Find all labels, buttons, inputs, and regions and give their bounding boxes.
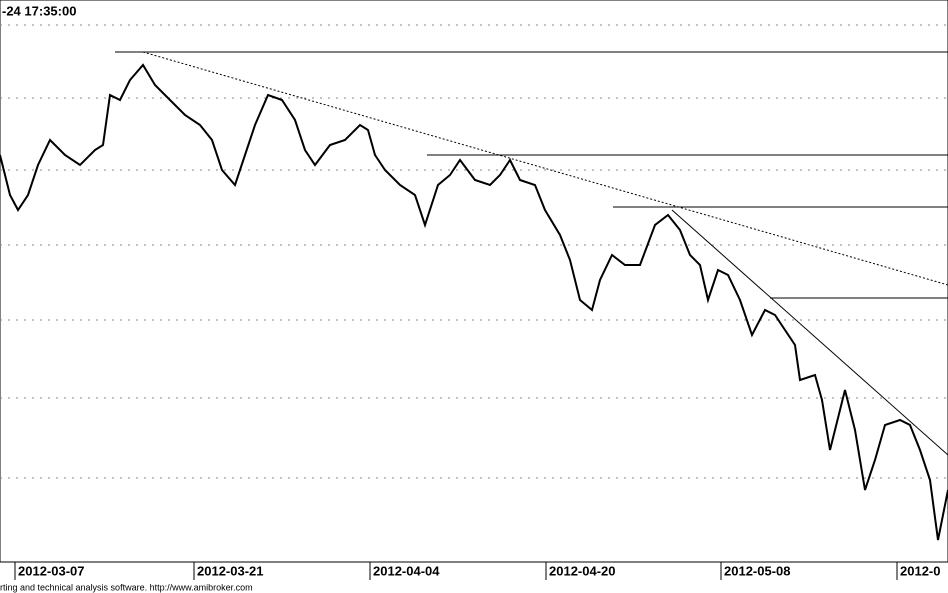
trend-lines — [115, 51, 948, 456]
trend-line — [671, 209, 948, 456]
x-tick-label: 2012-04-20 — [549, 563, 616, 578]
plot-frame — [0, 0, 948, 563]
x-tick-label: 2012-03-21 — [197, 563, 264, 578]
x-tick-label: 2012-05-08 — [724, 563, 791, 578]
chart-title: -24 17:35:00 — [2, 3, 76, 18]
x-tick-label: 2012-0 — [900, 563, 940, 578]
x-tick-label: 2012-04-04 — [373, 563, 440, 578]
footer: rting and technical analysis software. h… — [0, 582, 253, 592]
price-line — [0, 63, 948, 541]
x-tick-label: 2012-03-07 — [18, 563, 85, 578]
